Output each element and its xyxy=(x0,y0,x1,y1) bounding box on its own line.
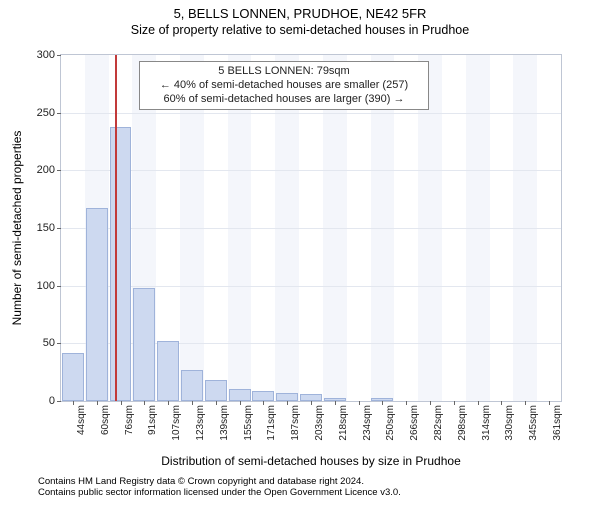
x-tick-mark xyxy=(549,401,550,405)
gridline xyxy=(61,286,561,287)
x-tick-label: 282sqm xyxy=(433,405,444,441)
y-tick-label: 150 xyxy=(37,222,55,234)
x-tick-mark xyxy=(144,401,145,405)
x-tick-mark xyxy=(382,401,383,405)
x-tick-mark xyxy=(501,401,502,405)
annotation-box: 5 BELLS LONNEN: 79sqm← 40% of semi-detac… xyxy=(139,61,429,110)
x-tick-label: 218sqm xyxy=(338,405,349,441)
property-marker-line xyxy=(115,55,117,401)
chart-title-main: 5, BELLS LONNEN, PRUDHOE, NE42 5FR xyxy=(0,6,600,21)
x-tick-label: 139sqm xyxy=(219,405,230,441)
gridline xyxy=(61,170,561,171)
footer-line-2: Contains public sector information licen… xyxy=(38,487,401,498)
x-tick-mark xyxy=(121,401,122,405)
x-tick-label: 266sqm xyxy=(409,405,420,441)
x-tick-mark xyxy=(430,401,431,405)
x-tick-label: 107sqm xyxy=(171,405,182,441)
x-tick-mark xyxy=(240,401,241,405)
histogram-bar xyxy=(157,341,179,401)
y-tick-mark xyxy=(57,401,61,402)
x-tick-label: 60sqm xyxy=(100,405,111,435)
y-tick-mark xyxy=(57,228,61,229)
x-tick-label: 298sqm xyxy=(457,405,468,441)
y-tick-mark xyxy=(57,55,61,56)
x-tick-mark xyxy=(73,401,74,405)
footer-line-1: Contains HM Land Registry data © Crown c… xyxy=(38,476,401,487)
x-tick-label: 314sqm xyxy=(481,405,492,441)
histogram-bar xyxy=(133,288,155,401)
x-tick-label: 250sqm xyxy=(385,405,396,441)
y-tick-mark xyxy=(57,113,61,114)
x-tick-mark xyxy=(478,401,479,405)
histogram-bar xyxy=(276,393,298,401)
x-tick-mark xyxy=(335,401,336,405)
chart-plot-area: 05010015020025030044sqm60sqm76sqm91sqm10… xyxy=(60,54,562,402)
annotation-line: ← 40% of semi-detached houses are smalle… xyxy=(146,79,422,93)
x-tick-label: 361sqm xyxy=(552,405,563,441)
x-tick-label: 345sqm xyxy=(528,405,539,441)
histogram-bar xyxy=(252,391,274,401)
y-tick-label: 250 xyxy=(37,107,55,119)
x-tick-label: 44sqm xyxy=(76,405,87,435)
histogram-bar xyxy=(181,370,203,401)
histogram-bar xyxy=(205,380,227,401)
x-tick-mark xyxy=(287,401,288,405)
y-tick-label: 0 xyxy=(49,395,55,407)
histogram-bar xyxy=(62,353,84,401)
annotation-line: 60% of semi-detached houses are larger (… xyxy=(146,93,422,107)
y-tick-mark xyxy=(57,286,61,287)
x-tick-mark xyxy=(168,401,169,405)
chart-title-sub: Size of property relative to semi-detach… xyxy=(0,23,600,37)
y-tick-mark xyxy=(57,343,61,344)
annotation-line: 5 BELLS LONNEN: 79sqm xyxy=(146,65,422,79)
x-tick-label: 234sqm xyxy=(362,405,373,441)
histogram-bar xyxy=(300,394,322,401)
y-tick-label: 200 xyxy=(37,164,55,176)
y-axis-label: Number of semi-detached properties xyxy=(10,54,24,402)
histogram-bar xyxy=(229,389,251,401)
x-tick-label: 123sqm xyxy=(195,405,206,441)
x-tick-mark xyxy=(525,401,526,405)
x-tick-label: 76sqm xyxy=(124,405,135,435)
x-tick-label: 171sqm xyxy=(266,405,277,441)
x-tick-mark xyxy=(454,401,455,405)
x-tick-mark xyxy=(406,401,407,405)
gridline xyxy=(61,113,561,114)
histogram-bar xyxy=(86,208,108,401)
chart-footer: Contains HM Land Registry data © Crown c… xyxy=(38,476,401,499)
x-tick-mark xyxy=(192,401,193,405)
x-tick-mark xyxy=(97,401,98,405)
y-tick-label: 50 xyxy=(43,337,55,349)
y-tick-mark xyxy=(57,170,61,171)
x-tick-label: 155sqm xyxy=(243,405,254,441)
x-tick-label: 91sqm xyxy=(147,405,158,435)
x-tick-label: 187sqm xyxy=(290,405,301,441)
y-tick-label: 100 xyxy=(37,280,55,292)
x-axis-label: Distribution of semi-detached houses by … xyxy=(60,454,562,468)
x-tick-mark xyxy=(359,401,360,405)
y-tick-label: 300 xyxy=(37,49,55,61)
gridline xyxy=(61,228,561,229)
x-tick-mark xyxy=(263,401,264,405)
histogram-bar xyxy=(110,127,132,401)
x-tick-label: 330sqm xyxy=(504,405,515,441)
x-tick-mark xyxy=(311,401,312,405)
x-tick-label: 203sqm xyxy=(314,405,325,441)
x-tick-mark xyxy=(216,401,217,405)
